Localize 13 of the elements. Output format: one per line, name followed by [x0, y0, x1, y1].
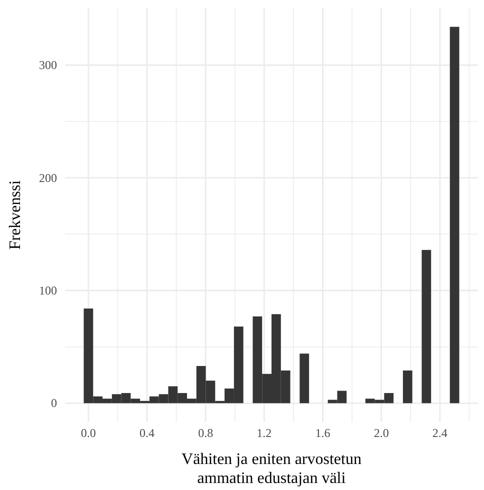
x-tick-label: 0.8	[198, 426, 214, 440]
y-tick-label: 300	[39, 58, 57, 72]
x-tick-label: 2.4	[432, 426, 448, 440]
y-axis-title: Frekvenssi	[7, 180, 24, 250]
x-axis-title: Vähiten ja eniten arvostetun ammatin edustajan väli	[182, 451, 362, 487]
x-tick-label: 0.4	[140, 426, 155, 440]
y-tick-label: 0	[51, 396, 57, 410]
x-tick-label: 1.2	[256, 426, 272, 440]
x-tick-label: 0.0	[80, 426, 96, 440]
x-tick-label: 1.6	[315, 426, 330, 440]
y-tick-label: 200	[39, 170, 57, 185]
y-tick-label: 100	[39, 284, 57, 298]
x-tick-label: 2.0	[374, 426, 389, 440]
